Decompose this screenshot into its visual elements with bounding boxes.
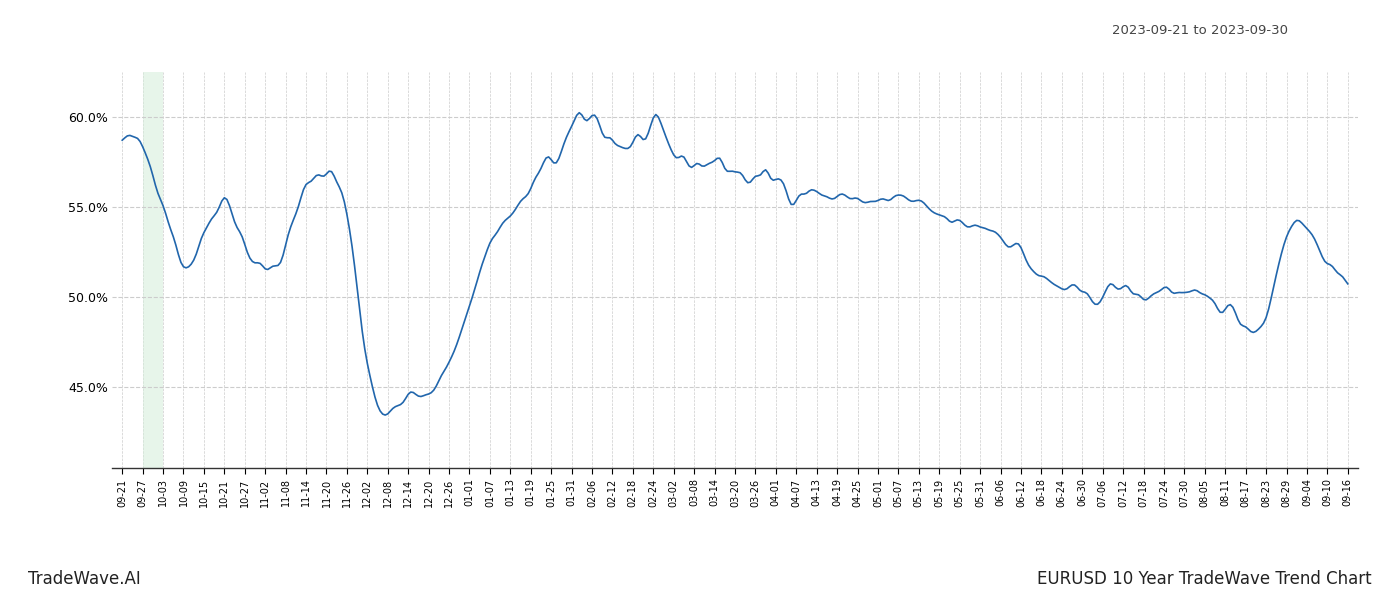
Bar — [143, 72, 162, 468]
Text: 2023-09-21 to 2023-09-30: 2023-09-21 to 2023-09-30 — [1112, 24, 1288, 37]
Text: EURUSD 10 Year TradeWave Trend Chart: EURUSD 10 Year TradeWave Trend Chart — [1037, 570, 1372, 588]
Text: TradeWave.AI: TradeWave.AI — [28, 570, 141, 588]
